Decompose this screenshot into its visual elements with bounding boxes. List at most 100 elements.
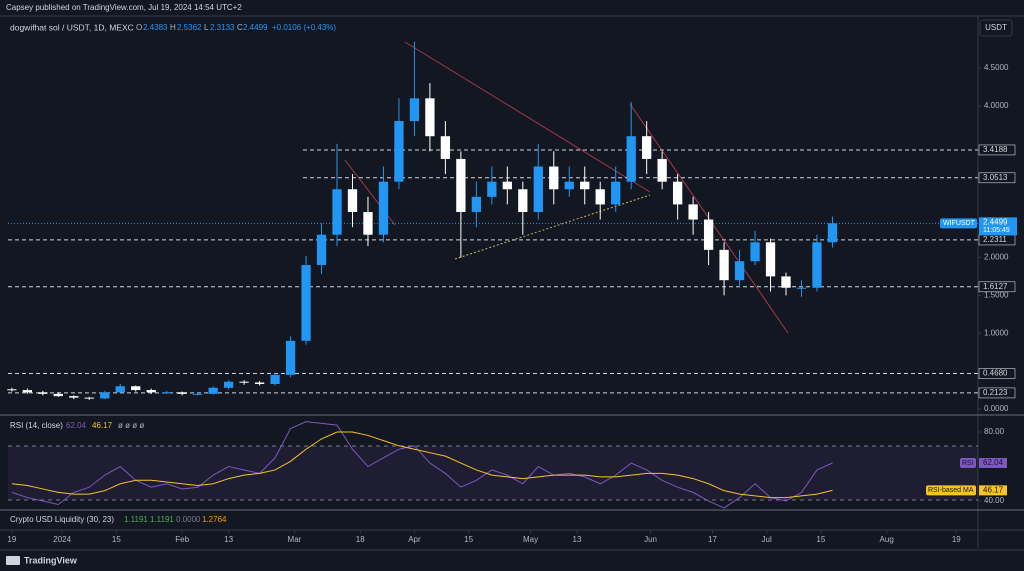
candle-body [564, 181, 574, 190]
level-tag [978, 144, 1016, 156]
x-tick-label: 18 [356, 535, 365, 544]
c-label: C [237, 23, 243, 32]
value-label: 46.17 [983, 485, 1004, 494]
candle-body [270, 374, 280, 384]
candle-body [611, 181, 621, 205]
level-tag [978, 387, 1016, 399]
last-price-label: 2.4499 [983, 217, 1008, 226]
value-label: 62.04 [983, 458, 1004, 467]
candle-body [363, 211, 373, 235]
candle-body [100, 392, 110, 399]
close: 2.4499 [243, 23, 268, 32]
liquidity-title: Crypto USD Liquidity (30, 23) [10, 515, 114, 524]
logo [6, 556, 20, 565]
candle-body [440, 136, 451, 159]
liquidity-value: 1.1191 [124, 515, 148, 524]
candle-body [719, 249, 729, 281]
candle-body [177, 392, 187, 394]
level-label: 3.4188 [983, 145, 1008, 154]
x-tick-label: 19 [952, 535, 961, 544]
y-tick-label: 1.0000 [984, 328, 1009, 337]
x-tick-label: 2024 [53, 535, 71, 544]
candle-body [688, 204, 698, 220]
candle-body [162, 392, 172, 394]
x-tick-label: 13 [224, 535, 233, 544]
brand: TradingView [24, 555, 78, 565]
rsi-value: 62.04 [66, 421, 87, 430]
legend-tag [960, 457, 976, 468]
header-legend: dogwifhat sol / USDT, 1D, MEXC O 2.4383 … [10, 22, 336, 32]
y-tick-label: 0.0000 [984, 404, 1009, 413]
rsi-band [8, 446, 978, 500]
x-tick-label: Jun [644, 535, 657, 544]
legend-tag [926, 485, 976, 496]
y-tick-label: 40.00 [984, 496, 1005, 505]
value-tag [979, 485, 1007, 496]
candle-body [208, 387, 218, 394]
x-tick-label: Jul [762, 535, 772, 544]
candle-body [765, 242, 776, 277]
level-tag [978, 172, 1016, 184]
candle-body [254, 382, 265, 384]
candle-body [549, 166, 559, 190]
candle-body [471, 196, 482, 212]
x-tick-label: 15 [816, 535, 825, 544]
last-price-tag [979, 217, 1017, 236]
candle-body [657, 158, 667, 182]
change: +0.0106 (+0.43%) [272, 23, 336, 32]
currency[interactable]: USDT [985, 23, 1007, 32]
series-line [11, 431, 833, 499]
candle-body [378, 181, 389, 235]
level-label: 0.2123 [983, 388, 1008, 397]
x-tick-label: 17 [708, 535, 717, 544]
o-label: O [136, 23, 142, 32]
candle-body [533, 166, 543, 212]
rsi-ma-value: 46.17 [92, 421, 113, 430]
x-tick-label: May [523, 535, 538, 544]
level-label: 0.4680 [983, 369, 1008, 378]
candle-body [285, 340, 296, 375]
x-tick-label: 19 [7, 535, 16, 544]
candle-body [502, 181, 512, 190]
candle-body [750, 242, 760, 262]
candle-body [394, 121, 404, 182]
candle-body [518, 189, 528, 212]
trend-line [404, 41, 651, 193]
candle-body [38, 392, 48, 394]
liquidity-value: 1.1191 [150, 515, 174, 524]
legend-entry: RSI-based MA [928, 487, 974, 494]
candle-body [827, 223, 838, 243]
candle-body [347, 189, 358, 212]
y-tick-label: 2.0000 [984, 253, 1009, 262]
h-label: H [170, 23, 176, 32]
currency-button[interactable] [979, 19, 1013, 37]
last-name: WIFUSDT [943, 220, 976, 227]
candle-body [734, 261, 745, 281]
candle-body [332, 189, 342, 235]
liquidity-value: 0.0000 [176, 515, 201, 524]
candle-body [223, 381, 234, 388]
liquidity-value: 1.2764 [202, 515, 227, 524]
candle-body [22, 390, 32, 393]
y-tick-label: 4.5000 [984, 63, 1009, 72]
x-tick-label: 15 [464, 535, 473, 544]
candle-body [301, 265, 311, 341]
level-tag [978, 281, 1016, 293]
candle-body [193, 393, 203, 395]
y-tick-label: 80.00 [984, 427, 1005, 436]
open: 2.4383 [143, 23, 168, 32]
candle-body [115, 386, 125, 393]
candle-body [626, 136, 636, 182]
candle-body [642, 136, 652, 159]
level-label: 1.6127 [983, 282, 1008, 291]
low: 2.3133 [210, 23, 235, 32]
candle-body [7, 389, 17, 391]
candle-body [239, 381, 249, 383]
high: 2.5362 [177, 23, 202, 32]
last-tag [940, 218, 977, 229]
candle-body [409, 98, 420, 122]
candle-body [69, 396, 79, 398]
